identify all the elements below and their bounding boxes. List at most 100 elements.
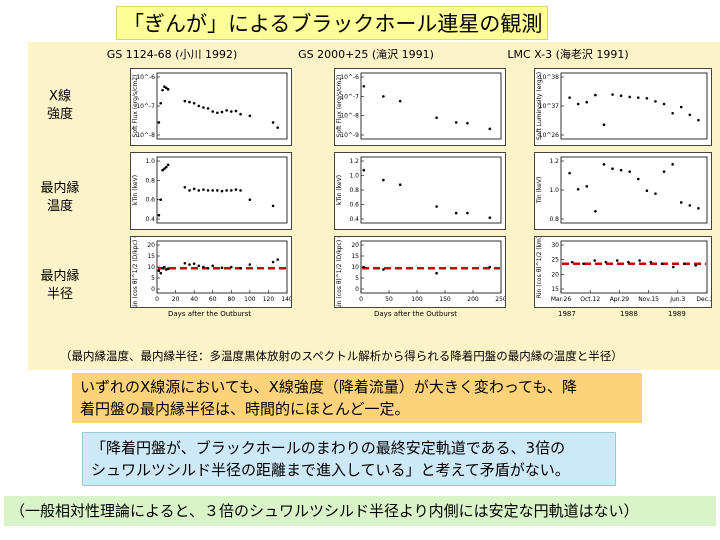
conclusion-line2: 着円盤の最内縁半径は、時間的にほとんど一定。 (80, 400, 410, 418)
figure-area: GS 1124-68 (小川 1992) GS 2000+25 (滝沢 1991… (28, 42, 720, 370)
data-point (585, 100, 589, 104)
y-tick-label: 0 (151, 286, 155, 293)
data-point (660, 262, 664, 266)
x-tick-label: Dec.20 (696, 296, 711, 303)
data-point (225, 109, 228, 112)
y-tick-label: 10 (351, 264, 359, 271)
x-tick-label: 100 (244, 296, 256, 303)
data-point (276, 258, 280, 261)
interpretation-line1: 「降着円盤が、ブラックホールのまわりの最終安定軌道である、3倍の (91, 439, 566, 457)
y-tick-label: 30 (551, 242, 559, 249)
x-tick-label: 80 (227, 296, 235, 303)
data-point (159, 101, 163, 105)
data-point (159, 198, 163, 202)
row-label-xray-line2: 強度 (46, 107, 73, 122)
y-tick-label: 5 (355, 275, 359, 282)
data-point (688, 113, 692, 117)
y-tick-label: 25 (551, 257, 559, 264)
plot-frame (360, 72, 502, 140)
y-tick-label: 20 (351, 242, 359, 249)
y-axis-label: kTin (keV) (336, 175, 343, 205)
data-point (225, 189, 228, 192)
data-point (248, 263, 252, 266)
data-point (197, 189, 201, 192)
data-point (398, 183, 402, 187)
data-point (628, 170, 632, 173)
data-point (645, 189, 649, 193)
y-tick-label: 0.8 (349, 187, 359, 194)
x-tick-label: 0 (359, 296, 363, 303)
data-point (166, 88, 170, 91)
y-tick-label: 10^-6 (136, 74, 155, 81)
chart-lmcx3-flux: Soft Luminosity (erg/s) 10^38 10^37 10^26 (534, 68, 712, 146)
data-point (362, 84, 366, 88)
data-point (488, 265, 492, 269)
y-tick-label: 10 (147, 264, 155, 271)
data-point (602, 163, 606, 166)
data-point (671, 111, 674, 115)
data-point (435, 205, 438, 208)
column-header-gs1124: GS 1124-68 (小川 1992) (106, 48, 238, 61)
chart-gs2000-flux: Soft Flux (erg/s/cm2) 10^-6 10^-7 10^-8 10^-… (334, 68, 506, 146)
data-point (192, 187, 196, 191)
chart-gs2000-radius: Rin (cos θ)^1/2 (D/kpc) (km) 20 15 10 5 0 0 50 1… (334, 236, 506, 308)
y-axis-label: Rin (cos θ)^1/2 (D/kpc) (km) (336, 237, 343, 307)
data-point (157, 121, 161, 124)
data-point (206, 266, 210, 270)
y-tick-label: 0.8 (145, 177, 155, 184)
data-point (164, 165, 168, 169)
data-point (679, 201, 683, 204)
y-tick-label: 20 (551, 271, 559, 278)
x-tick-label: Oct.12 (580, 296, 600, 303)
data-point (183, 261, 187, 265)
data-point (697, 118, 700, 122)
data-point (627, 260, 630, 264)
chart-gs2000-temp: kTin (keV) 1.2 1.0 0.8 0.6 0.4 (334, 152, 506, 230)
chart-gs1124-flux: Soft Flux (erg/s/cm2) 10^-6 10^-7 10^-8 (130, 68, 292, 146)
plot-frame (360, 156, 502, 224)
y-tick-label: 20 (147, 242, 155, 249)
year-label-1989: 1989 (668, 310, 686, 318)
data-point (248, 114, 252, 118)
plot-frame (560, 156, 708, 224)
data-point (164, 86, 168, 90)
column-header-gs2000: GS 2000+25 (滝沢 1991) (298, 48, 434, 61)
data-point (638, 259, 641, 262)
data-point (694, 264, 698, 267)
x-axis-label-gs2000: Days after the Outburst (374, 310, 458, 318)
data-point (435, 271, 438, 275)
data-point (636, 96, 640, 99)
interpretation-line2: シュワルツシルド半径の距離まで進入している」と考えて矛盾がない。 (91, 461, 570, 479)
x-tick-label: 50 (385, 296, 393, 303)
data-point (211, 110, 215, 113)
plot-frame (360, 240, 502, 294)
data-point (229, 265, 233, 269)
data-point (594, 209, 597, 213)
data-point (271, 204, 275, 208)
data-point (382, 95, 385, 98)
note-box: （一般相対性理論によると、３倍のシュワルツシルド半径より内側には安定な円軌道はな… (4, 496, 716, 526)
data-point (202, 106, 205, 109)
data-point (645, 97, 649, 100)
y-tick-label: 0 (355, 286, 359, 293)
y-tick-label: 15 (351, 253, 359, 260)
data-point (188, 100, 191, 104)
data-point (619, 94, 623, 97)
data-point (619, 168, 623, 172)
data-point (488, 216, 492, 220)
data-point (157, 269, 161, 273)
y-axis-label: Rin (cos θ)^1/2 (km) (536, 237, 543, 298)
y-axis-label: Soft Flux (erg/s/cm2) (132, 75, 139, 138)
data-point (602, 123, 606, 127)
row-label-radius-line1: 最内縁 (40, 269, 80, 284)
data-point (593, 259, 596, 262)
y-tick-label: 1.0 (349, 173, 359, 180)
slide-title: 「ぎんが」によるブラックホール連星の観測 (116, 6, 548, 40)
conclusion-box: いずれのX線源においても、X線強度（降着流量）が大きく変わっても、降 着円盤の最… (72, 373, 642, 423)
data-point (636, 177, 640, 181)
y-tick-label: 10^-6 (340, 74, 359, 81)
data-point (576, 187, 580, 191)
data-point (271, 260, 275, 264)
year-label-1988: 1988 (620, 310, 638, 318)
x-tick-label: 100 (411, 296, 423, 303)
